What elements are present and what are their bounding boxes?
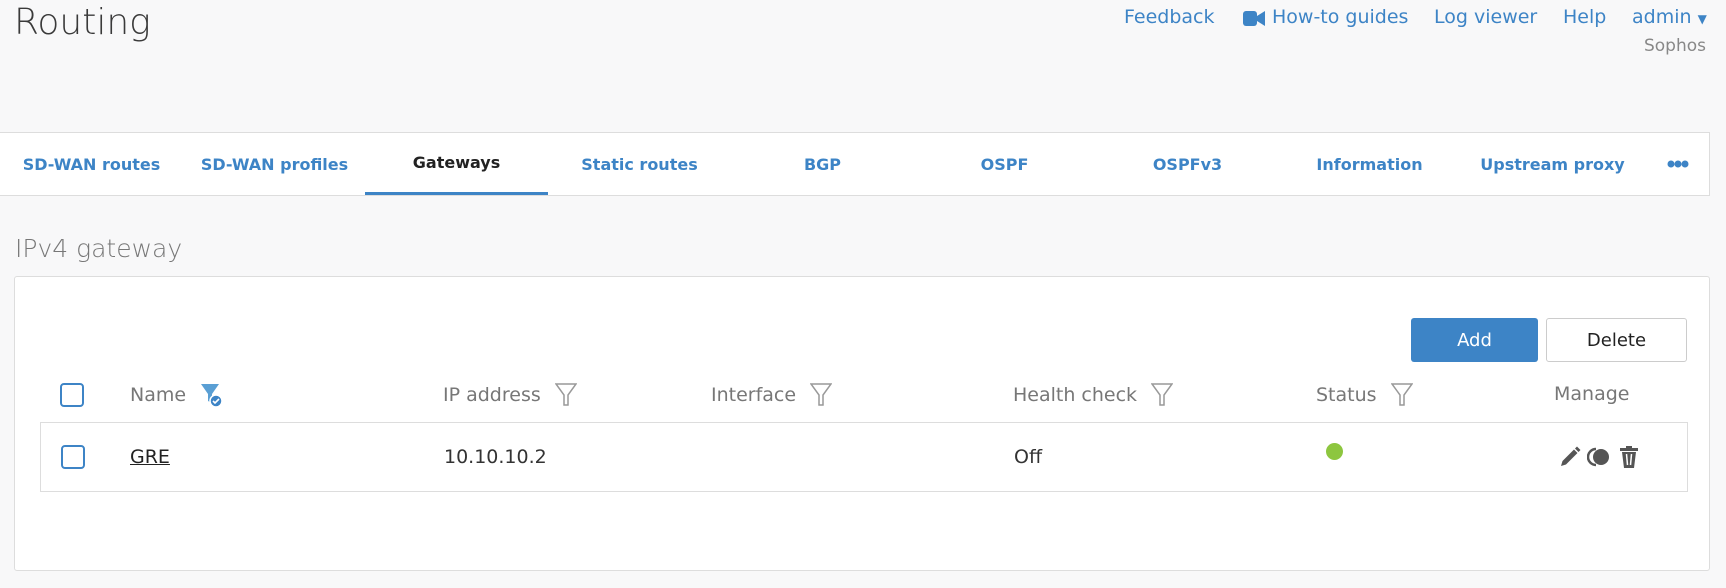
column-status: Status xyxy=(1316,383,1413,407)
filter-icon[interactable] xyxy=(810,383,833,407)
column-ip-address: IP address xyxy=(443,383,577,407)
table-row: GRE 10.10.10.2 Off xyxy=(40,422,1688,492)
gateway-name-link[interactable]: GRE xyxy=(130,446,170,468)
filter-active-icon[interactable] xyxy=(200,383,223,407)
status-dot xyxy=(1326,443,1343,460)
caret-down-icon: ▼ xyxy=(1697,12,1707,26)
tab-upstream-proxy[interactable]: Upstream proxy xyxy=(1480,154,1625,174)
filter-icon[interactable] xyxy=(1390,383,1413,407)
toggle-status-icon[interactable] xyxy=(1587,445,1611,469)
row-checkbox[interactable] xyxy=(61,445,85,469)
tab-sd-wan-routes[interactable]: SD-WAN routes xyxy=(22,154,161,174)
gateway-panel: Add Delete Name IP address Interface Hea… xyxy=(14,276,1710,571)
log-viewer-link[interactable]: Log viewer xyxy=(1434,6,1538,28)
tab-bar: SD-WAN routes SD-WAN profiles Gateways S… xyxy=(0,132,1710,196)
org-name: Sophos xyxy=(1643,36,1706,56)
ip-address: 10.10.10.2 xyxy=(444,446,547,468)
trash-icon[interactable] xyxy=(1617,445,1641,469)
tab-ospf[interactable]: OSPF xyxy=(980,154,1029,174)
admin-menu[interactable]: admin ▼ xyxy=(1632,6,1707,28)
edit-pencil-icon[interactable] xyxy=(1558,445,1582,469)
feedback-link[interactable]: Feedback xyxy=(1124,6,1215,28)
help-link[interactable]: Help xyxy=(1563,6,1607,28)
select-all-checkbox[interactable] xyxy=(60,383,84,407)
filter-icon[interactable] xyxy=(554,383,577,407)
tab-sd-wan-profiles[interactable]: SD-WAN profiles xyxy=(200,154,349,174)
tab-bgp[interactable]: BGP xyxy=(803,154,842,174)
delete-button[interactable]: Delete xyxy=(1546,318,1687,362)
column-manage: Manage xyxy=(1554,383,1630,405)
page-title: Routing xyxy=(14,2,151,43)
tab-static-routes[interactable]: Static routes xyxy=(581,154,698,174)
section-title: IPv4 gateway xyxy=(15,234,183,263)
filter-icon[interactable] xyxy=(1151,383,1174,407)
column-interface: Interface xyxy=(711,383,833,407)
admin-label: admin xyxy=(1632,6,1692,28)
video-camera-icon xyxy=(1243,11,1265,26)
tab-ospfv3[interactable]: OSPFv3 xyxy=(1152,154,1223,174)
how-to-guides-link[interactable]: How-to guides xyxy=(1272,6,1409,28)
health-check: Off xyxy=(1014,446,1043,468)
column-health-check: Health check xyxy=(1013,383,1174,407)
tab-information[interactable]: Information xyxy=(1316,154,1423,174)
column-name: Name xyxy=(130,383,223,407)
more-tabs-icon[interactable] xyxy=(1648,133,1708,195)
add-button[interactable]: Add xyxy=(1411,318,1538,362)
tab-gateways[interactable]: Gateways xyxy=(365,133,548,195)
